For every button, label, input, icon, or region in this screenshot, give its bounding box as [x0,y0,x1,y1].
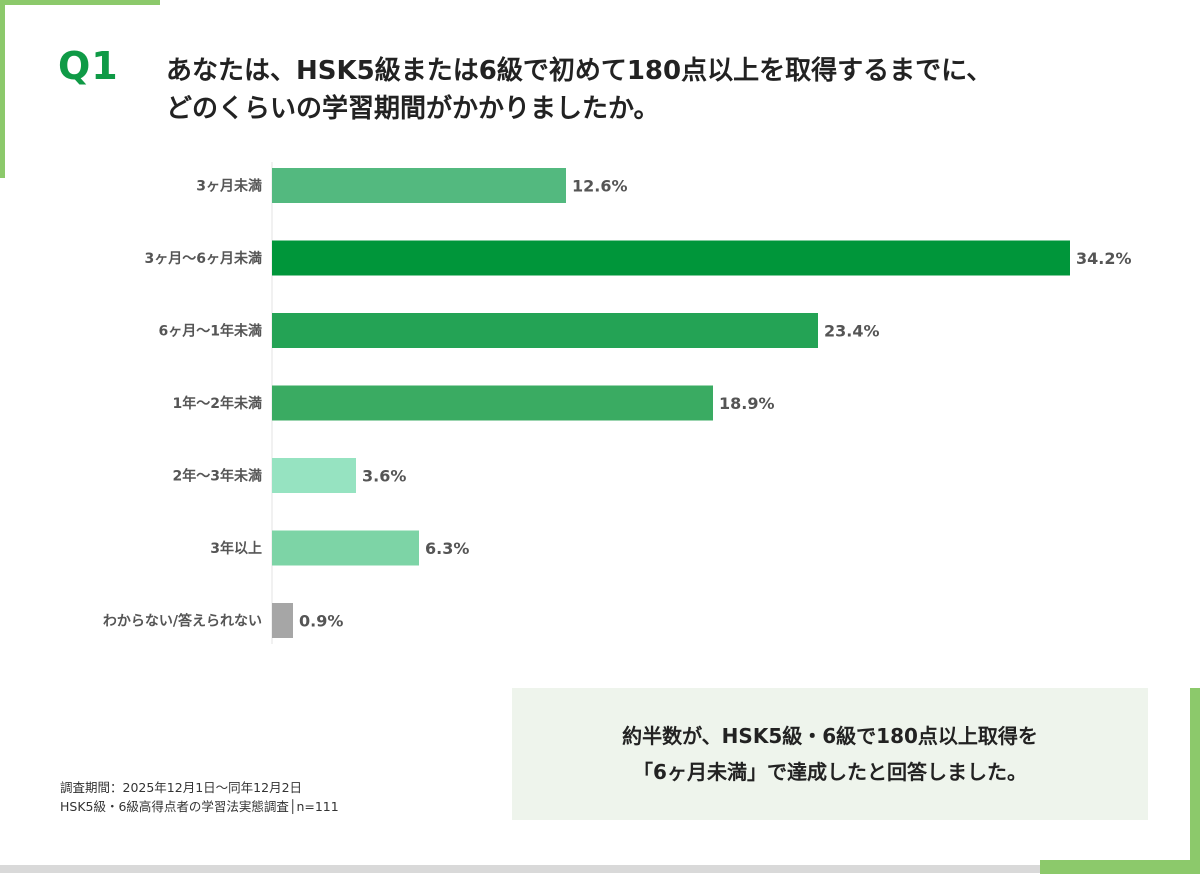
category-label-5: 2年〜3年未満 [173,468,262,485]
question-number: Q1 [58,44,119,88]
value-label-5: 3.6% [362,467,406,486]
bar-1 [272,168,566,203]
bottom-divider [0,865,1040,873]
category-label-3: 6ヶ月〜1年未満 [159,323,262,340]
question-line-2: どのくらいの学習期間がかかりましたか。 [166,94,660,124]
bar-4 [272,385,713,421]
value-label-1: 12.6% [572,177,628,196]
bar-7 [272,603,293,638]
value-label-2: 34.2% [1076,249,1132,268]
value-label-4: 18.9% [719,394,775,413]
bar-2 [272,240,1070,276]
category-label-1: 3ヶ月未満 [196,178,262,195]
category-label-7: わからない/答えられない [103,613,262,630]
value-label-3: 23.4% [824,322,880,341]
bar-3 [272,313,818,348]
category-label-2: 3ヶ月〜6ヶ月未満 [145,250,262,267]
right-accent-bar [1190,688,1200,874]
survey-name: HSK5級・6級高得点者の学習法実態調査│n=111 [60,799,339,814]
value-label-7: 0.9% [299,612,343,631]
bottom-accent-bar [1040,860,1200,874]
left-accent-bar [0,0,5,178]
question-text: あなたは、HSK5級または6級で初めて180点以上を取得するまでに、 どのくらい… [166,52,1126,128]
value-label-6: 6.3% [425,539,469,558]
question-line-1: あなたは、HSK5級または6級で初めて180点以上を取得するまでに、 [166,56,993,86]
category-label-4: 1年〜2年未満 [173,395,262,412]
bar-chart: 3ヶ月未満 12.6% 3ヶ月〜6ヶ月未満 34.2% 6ヶ月〜1年未満 23.4% 1年〜… [103,162,1132,644]
top-accent-bar [0,0,160,5]
summary-line-1: 約半数が、HSK5級・6級で180点以上取得を [622,724,1038,748]
survey-note: 調査期間：2025年12月1日〜同年12月2日 HSK5級・6級高得点者の学習法… [60,778,339,816]
bar-5 [272,458,356,493]
summary-line-2: 「6ヶ月未満」で達成したと回答しました。 [633,760,1027,784]
survey-period: 調査期間：2025年12月1日〜同年12月2日 [60,780,303,795]
bar-6 [272,530,419,566]
category-label-6: 3年以上 [210,540,262,557]
summary-callout: 約半数が、HSK5級・6級で180点以上取得を 「6ヶ月未満」で達成したと回答し… [512,688,1148,820]
